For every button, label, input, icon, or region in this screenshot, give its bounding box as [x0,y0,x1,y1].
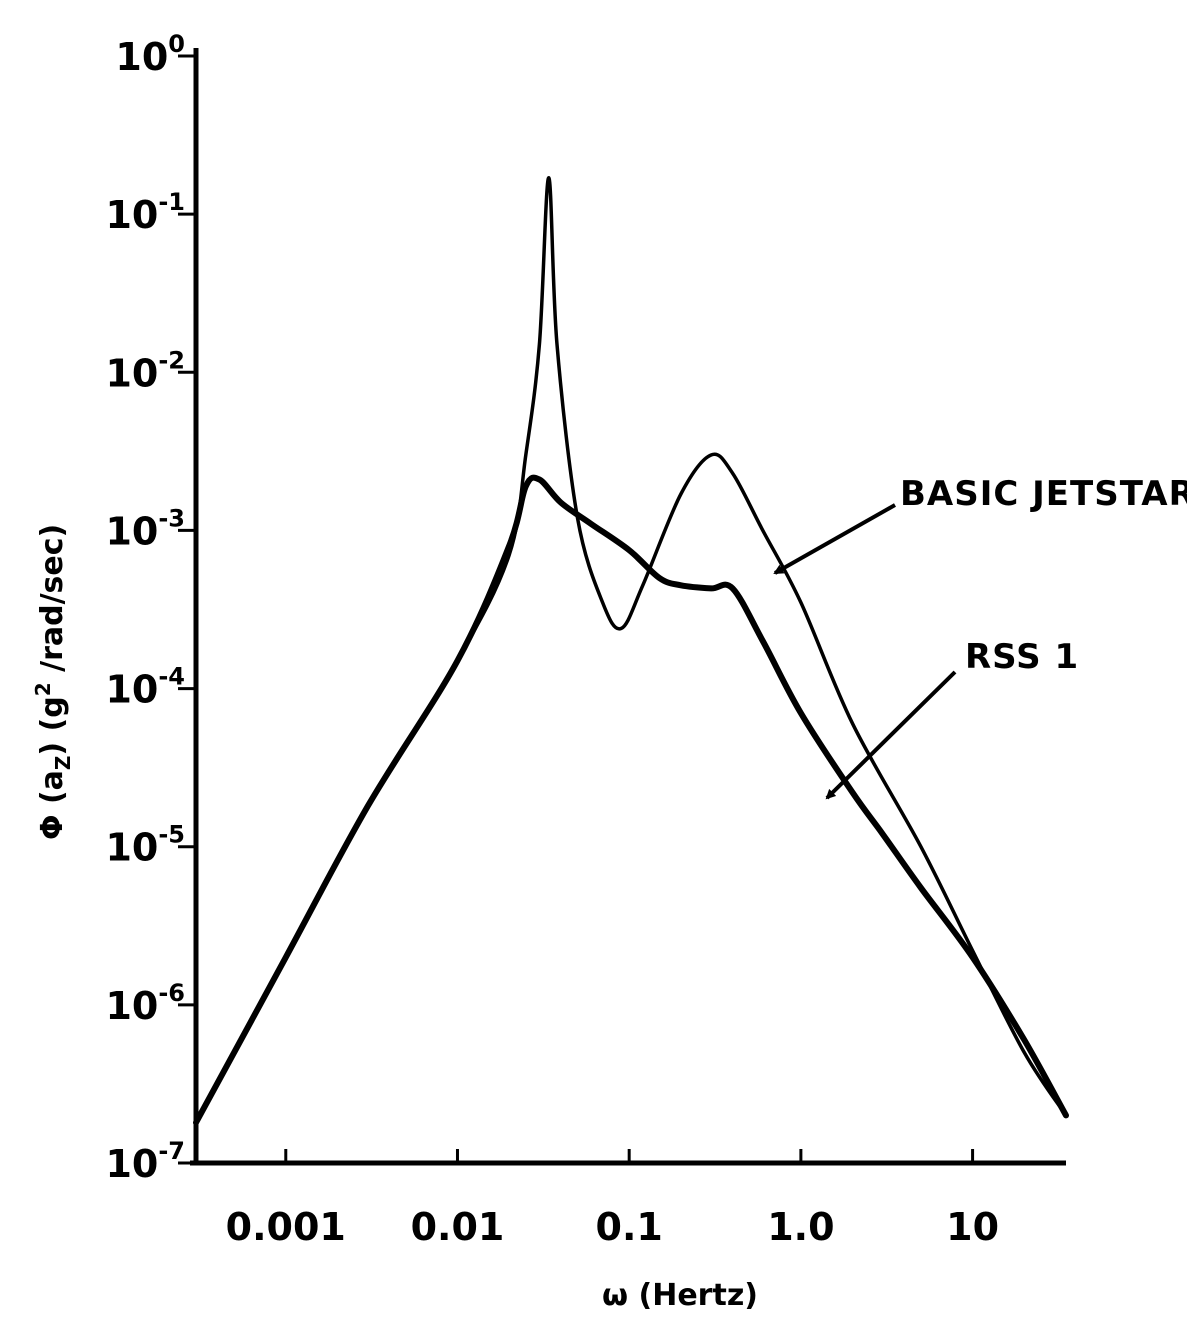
y-tick-base: 10 [105,193,158,237]
arrow-rss-1 [825,670,957,800]
annotations: BASIC JETSTAR RSS 1 [773,474,1187,800]
y-tick-base: 10 [105,351,158,395]
y-tick-base: 10 [105,1142,158,1186]
y-tick-exponent: -1 [158,188,185,216]
series-label-rss-1: RSS 1 [965,637,1079,677]
y-tick-exponent: -4 [158,663,185,691]
y-tick-label: 10-5 [105,821,185,870]
x-tick-label: 0.001 [226,1205,346,1249]
series-line-rss-1 [193,474,1069,1126]
y-tick-base: 10 [105,826,158,870]
arrow-basic-jetstar [773,503,896,575]
y-axis-title-sub: Z [51,756,75,771]
y-tick-exponent: -5 [158,821,185,849]
y-tick-label: 100 [115,30,185,79]
x-axis-title: ω (Hertz) [602,1278,758,1313]
y-tick-base: 10 [105,984,158,1028]
series-line-basic-jetstar [194,175,1068,1125]
y-axis-title-tail: /rad/sec) [35,524,70,683]
series-group [193,175,1069,1126]
y-tick-base: 10 [105,509,158,553]
y-tick-label: 10-1 [105,188,185,237]
y-tick-label: 10-2 [105,346,185,395]
y-tick-exponent: -3 [158,504,185,532]
y-tick-label: 10-7 [105,1137,185,1186]
y-tick-exponent: -7 [158,1137,185,1165]
y-tick-label: 10-6 [105,979,185,1028]
y-tick-exponent: -2 [158,346,185,374]
x-tick-label: 0.1 [596,1205,663,1249]
y-tick-label: 10-3 [105,504,185,553]
x-tick-label: 0.01 [411,1205,505,1249]
x-tick-label: 1.0 [767,1205,834,1249]
y-axis-title-sym: Φ (a [35,770,70,840]
y-tick-exponent: 0 [168,30,185,58]
y-tick-label: 10-4 [105,663,185,712]
y-axis-title-sup: 2 [31,682,55,696]
y-tick-base: 10 [115,35,168,79]
y-axis-title: Φ (aZ) (g2 /rad/sec) [31,524,75,840]
y-tick-base: 10 [105,668,158,712]
x-tick-label: 10 [946,1205,999,1249]
axes [190,48,1066,1166]
y-tick-exponent: -6 [158,979,185,1007]
y-axis-title-mid: ) (g [35,696,70,755]
x-ticks: 0.001 0.01 0.1 1.0 10 [226,1149,999,1249]
series-label-basic-jetstar: BASIC JETSTAR [900,474,1187,514]
